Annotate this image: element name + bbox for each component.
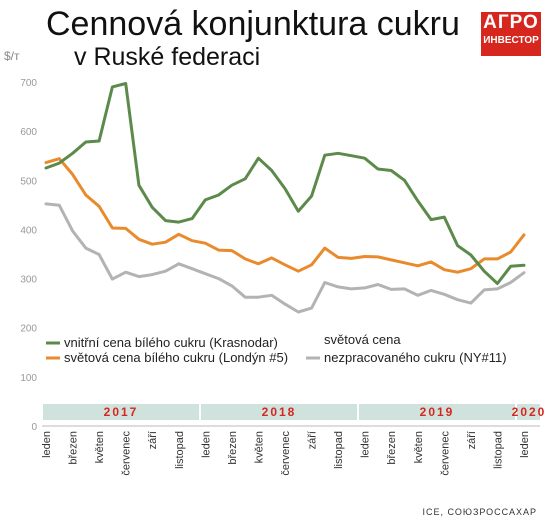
x-tick-label: listopad bbox=[174, 431, 186, 469]
y-tick-label: 400 bbox=[20, 225, 37, 236]
x-tick-label: květen bbox=[413, 431, 425, 463]
source-note: ICE, СОЮЗРОССАХАР bbox=[422, 507, 537, 517]
logo-text-top: АГРО bbox=[483, 12, 539, 33]
year-band: 2017 2018 2019 2020 bbox=[43, 404, 547, 420]
year-band-segment bbox=[517, 404, 540, 420]
y-axis-ticks: 0 100 200 300 400 500 600 700 bbox=[20, 78, 540, 433]
x-axis-month-labels: leden březen květen červenec září listopad led… bbox=[41, 431, 531, 476]
year-label: 2019 bbox=[420, 405, 455, 419]
year-band-segment bbox=[43, 404, 199, 420]
x-tick-label: leden bbox=[519, 431, 531, 458]
x-tick-label: leden bbox=[200, 431, 212, 458]
y-axis-unit: $/т bbox=[4, 49, 20, 63]
y-tick-label: 600 bbox=[20, 127, 37, 138]
x-tick-label: březen bbox=[386, 431, 398, 465]
x-tick-label: červenec bbox=[439, 431, 451, 476]
x-tick-label: červenec bbox=[280, 431, 292, 476]
chart-title: Cennová konjunktura cukru bbox=[46, 5, 460, 43]
series-line-0 bbox=[44, 82, 526, 285]
y-tick-label: 500 bbox=[20, 176, 37, 187]
x-tick-label: leden bbox=[360, 431, 372, 458]
y-tick-label: 200 bbox=[20, 324, 37, 335]
x-tick-label: listopad bbox=[333, 431, 345, 469]
x-tick-label: červenec bbox=[121, 431, 133, 476]
series-line-1 bbox=[44, 157, 526, 274]
x-tick-label: květen bbox=[253, 431, 265, 463]
series-lines bbox=[44, 82, 526, 314]
x-tick-label: březen bbox=[68, 431, 80, 465]
x-tick-label: leden bbox=[41, 431, 53, 458]
x-tick-label: březen bbox=[227, 431, 239, 465]
series-line-2 bbox=[44, 202, 526, 314]
y-tick-label: 300 bbox=[20, 275, 37, 286]
y-tick-label: 0 bbox=[31, 422, 37, 433]
logo-text-bottom: ИНВЕСТОР bbox=[483, 35, 539, 46]
year-label: 2018 bbox=[262, 405, 297, 419]
legend-label-krasnodar: vnitřní cena bílého cukru (Krasnodar) bbox=[64, 335, 278, 350]
legend-label-ny-line2: nezpracovaného cukru (NY#11) bbox=[324, 350, 507, 365]
chart-subtitle: v Ruské federaci bbox=[74, 43, 261, 71]
x-tick-label: září bbox=[307, 431, 319, 449]
x-tick-label: září bbox=[466, 431, 478, 449]
year-band-segment bbox=[201, 404, 357, 420]
y-tick-label: 700 bbox=[20, 78, 37, 89]
legend-label-ny-line1: světová cena bbox=[324, 332, 401, 347]
x-tick-label: květen bbox=[94, 431, 106, 463]
year-band-segment bbox=[359, 404, 515, 420]
legend-label-london: světová cena bílého cukru (Londýn #5) bbox=[64, 350, 288, 365]
y-tick-label: 100 bbox=[20, 373, 37, 384]
year-label: 2017 bbox=[104, 405, 139, 419]
agroinvestor-logo: АГРО ИНВЕСТОР bbox=[481, 12, 541, 56]
year-label: 2020 bbox=[512, 405, 547, 419]
x-tick-label: listopad bbox=[492, 431, 504, 469]
legend: vnitřní cena bílého cukru (Krasnodar) sv… bbox=[46, 332, 507, 365]
x-tick-label: září bbox=[147, 431, 159, 449]
